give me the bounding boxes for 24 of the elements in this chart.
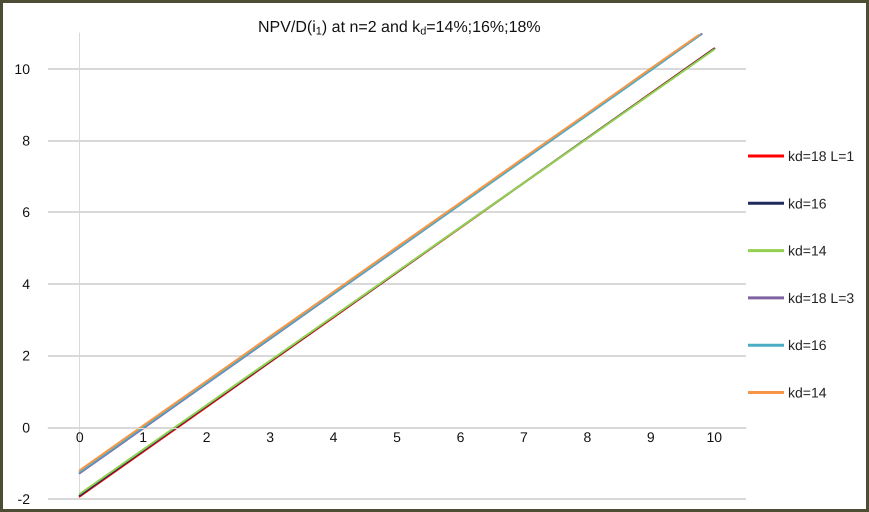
y-tick-label: 4 xyxy=(22,276,30,292)
legend-label: kd=16 xyxy=(788,337,827,354)
x-tick-label: 5 xyxy=(393,429,402,446)
x-tick-label: 4 xyxy=(330,429,338,446)
legend-label: kd=16 xyxy=(788,195,827,212)
y-tick-label: 8 xyxy=(22,132,30,149)
legend-label: kd=14 xyxy=(788,384,827,400)
x-tick-label: 6 xyxy=(456,429,465,446)
x-tick-label: 8 xyxy=(583,429,592,446)
y-tick-label: 10 xyxy=(14,60,30,77)
x-tick-label: 0 xyxy=(76,429,84,446)
y-tick-label: 2 xyxy=(22,348,30,364)
x-tick-label: 2 xyxy=(202,429,211,446)
legend-label: kd=18 L=1 xyxy=(788,148,854,164)
x-tick-label: 9 xyxy=(646,429,655,446)
x-tick-label: 3 xyxy=(266,429,274,446)
legend-label: kd=18 L=3 xyxy=(788,290,854,306)
x-tick-label: 7 xyxy=(520,429,528,446)
x-tick-label: 10 xyxy=(706,429,722,446)
y-tick-label: -2 xyxy=(18,491,30,507)
legend-label: kd=14 xyxy=(788,242,827,259)
x-tick-label: 1 xyxy=(139,429,148,446)
y-tick-label: 6 xyxy=(22,204,30,220)
y-tick-label: 0 xyxy=(22,419,30,436)
